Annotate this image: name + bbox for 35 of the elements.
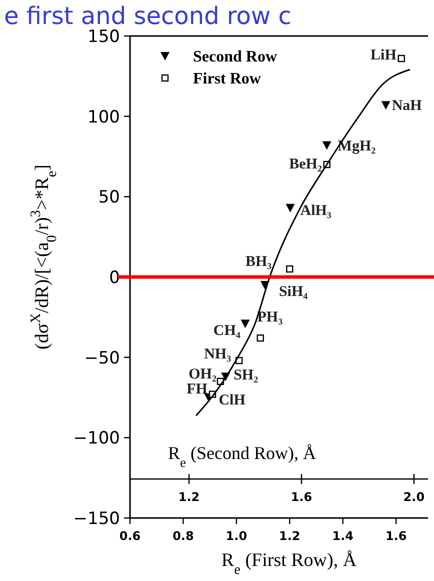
y-tick-label: −50 [84,348,120,368]
data-label: SiH₄ [278,284,308,300]
data-label: ClH [218,392,246,408]
data-label: AlH₃ [300,202,332,219]
x-tick-label: 1.6 [385,529,407,543]
data-label: BH₃ [245,254,272,270]
x-axis-title: R$_{e}$ (First Row), Å [221,550,357,578]
x-tick-label: 1.2 [279,529,300,543]
x2-tick-label: 1.2 [178,490,200,504]
legend-label: Second Row [193,48,278,66]
x-tick-label: 0.6 [119,529,141,543]
x2-axis-title: R$_{e}$ (Second Row), Å [168,443,316,470]
x2-tick-label: 2.0 [403,490,425,504]
data-label: PH₃ [257,310,284,326]
y-tick-label: −100 [73,428,120,449]
x-tick-label: 0.8 [172,529,194,543]
data-label: MgH₂ [338,138,376,154]
data-label: FH [186,381,208,398]
point [286,265,294,273]
data-label: BeH₂ [289,156,322,173]
x2-tick-label: 1.6 [290,490,312,504]
point [398,54,405,62]
y-tick-label: 50 [98,188,120,208]
legend-label: First Row [193,70,262,88]
data-label: CH₄ [213,323,241,340]
data-label: OH₂ [188,366,217,382]
data-label: LiH [370,47,397,64]
y-tick-label: 100 [88,107,120,128]
x-tick-label: 1.4 [332,529,354,543]
point [256,334,264,342]
data-label: SH₂ [234,368,259,384]
data-label: NaH [392,98,422,114]
x-tick-label: 1.0 [226,529,248,543]
y-tick-label: −150 [73,508,120,529]
data-label: NH₃ [204,346,232,363]
